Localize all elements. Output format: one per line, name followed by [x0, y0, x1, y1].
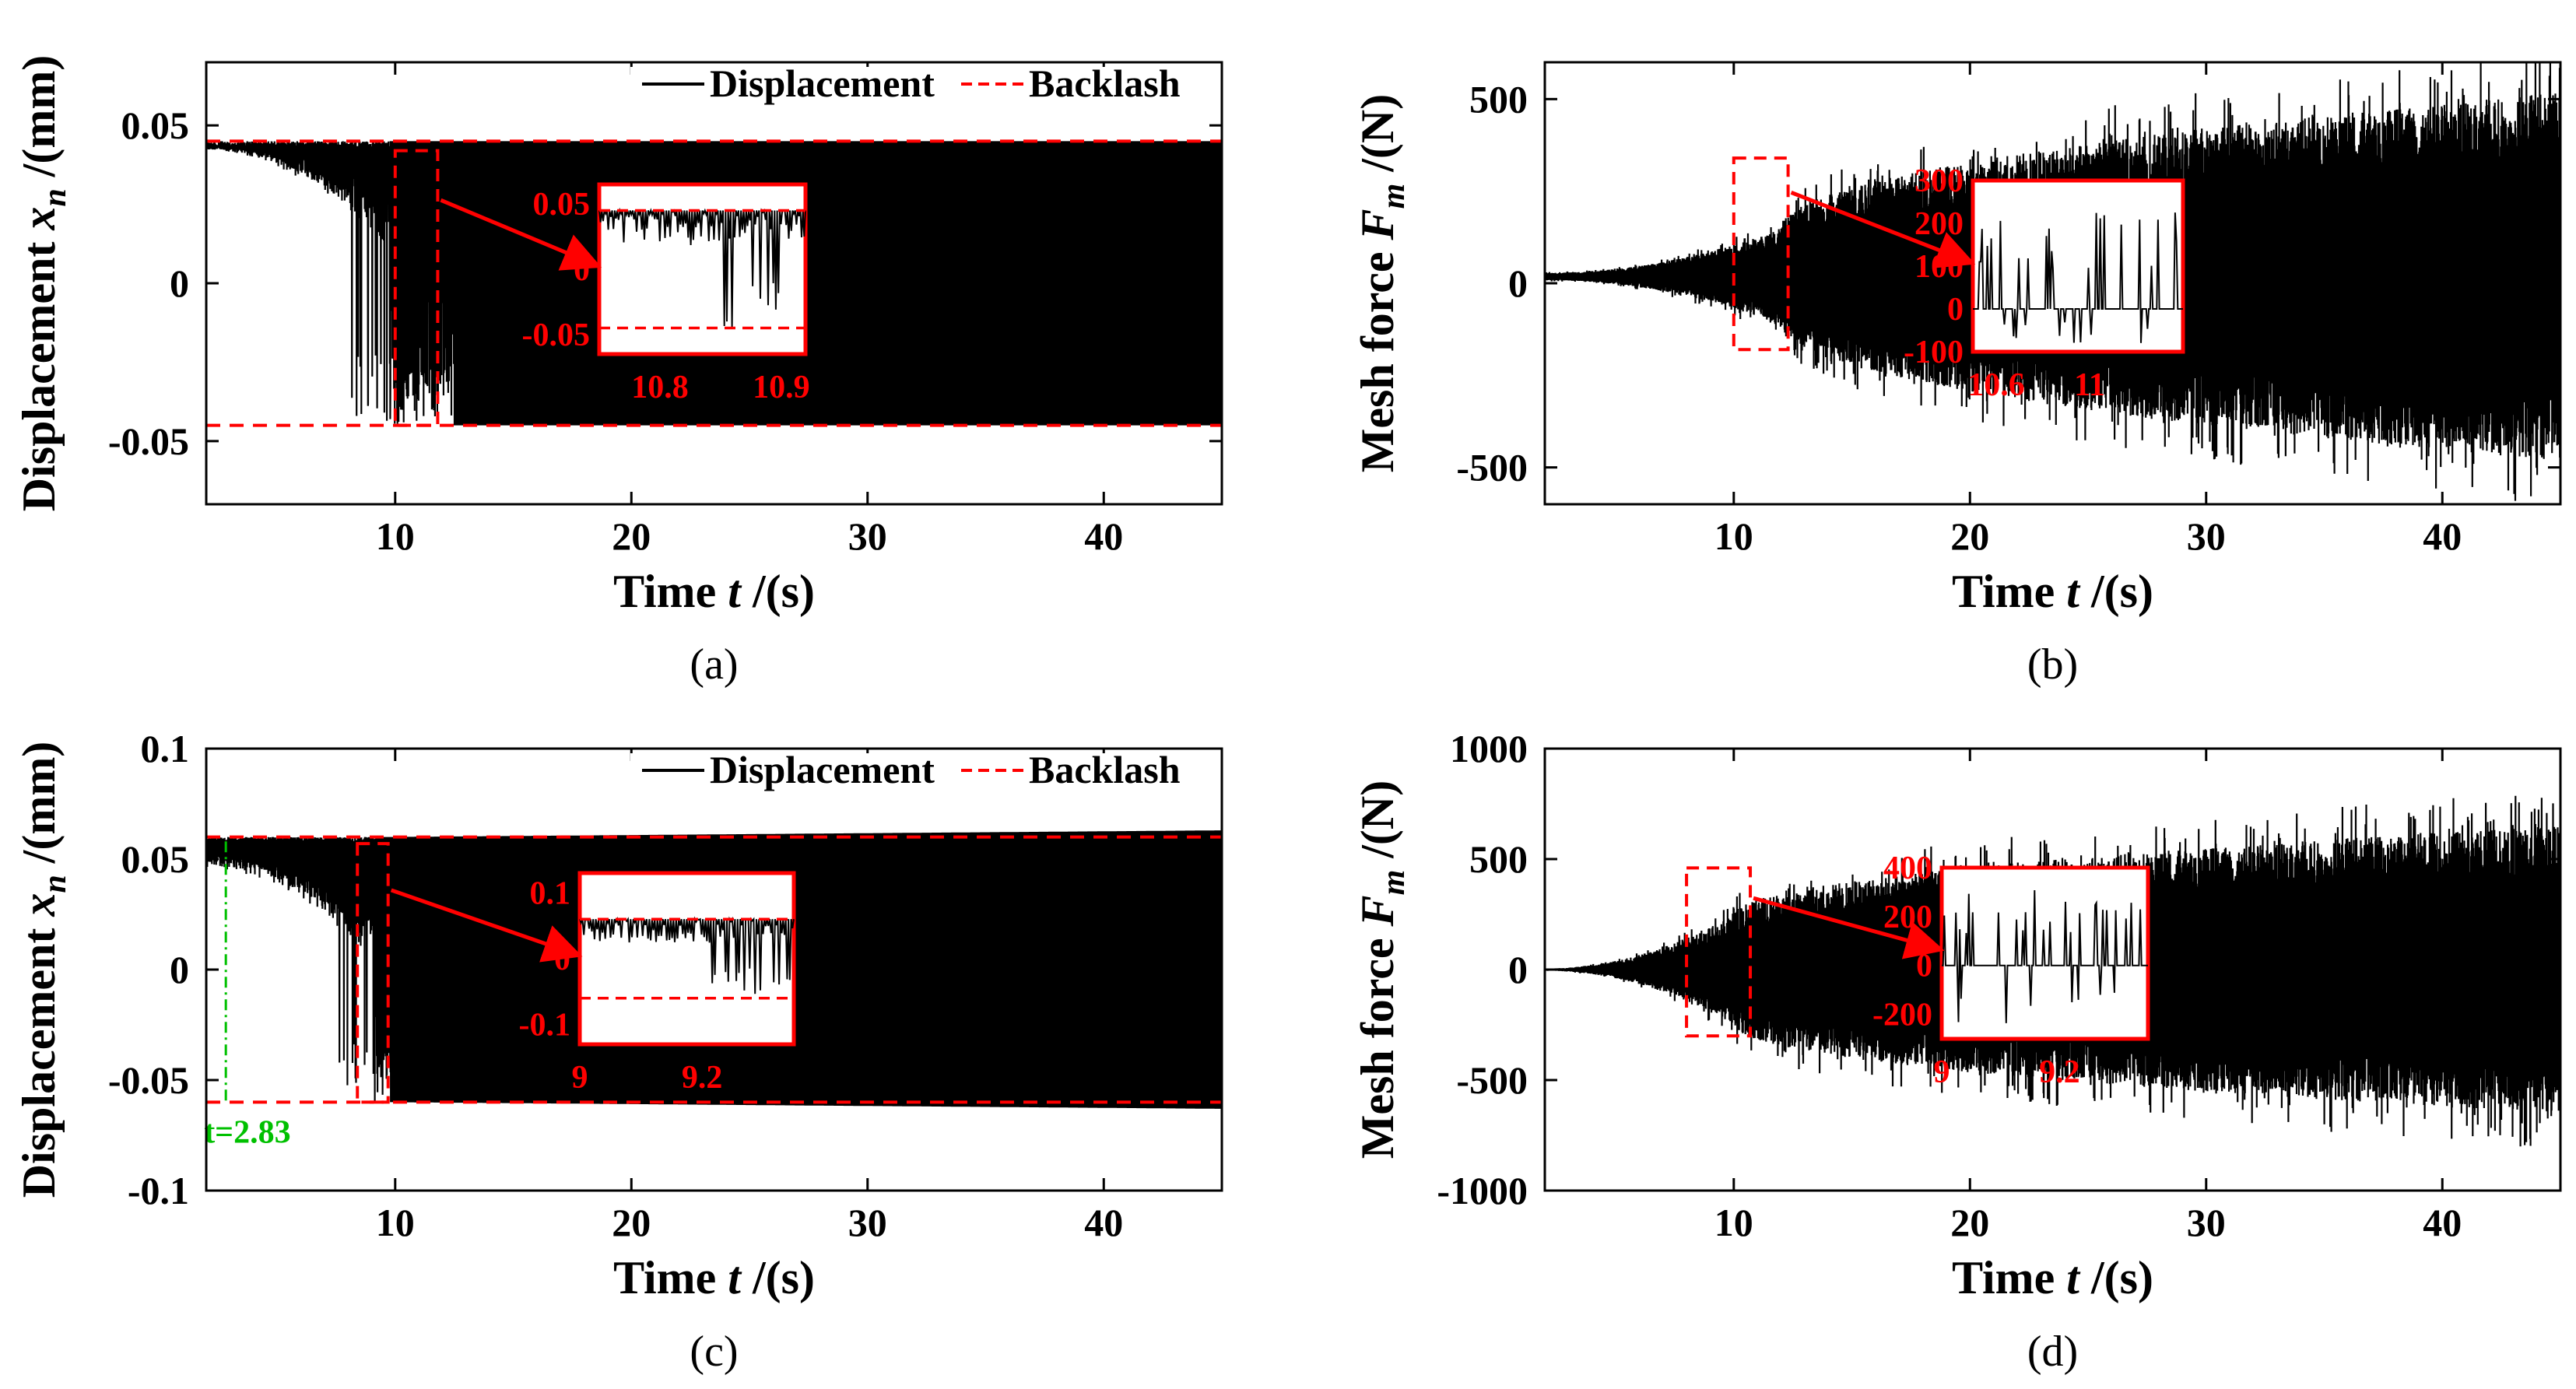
x-tick-label: 30: [2187, 514, 2226, 558]
inset-y-tick-label: 100: [1914, 249, 1964, 285]
legend-label-displacement: Displacement: [710, 748, 935, 791]
inset-y-tick-label: 200: [1883, 900, 1932, 935]
zoom-rectangle: [1685, 866, 1753, 1038]
marker-label: t=2.83: [204, 1114, 290, 1150]
legend-label-backlash: Backlash: [1029, 748, 1181, 791]
y-tick-label: -0.05: [108, 1058, 189, 1102]
x-tick-label: 40: [1084, 1201, 1123, 1244]
zoom-arrow: [1790, 191, 1976, 268]
data-area: [206, 139, 1222, 427]
y-tick-label: 0.05: [121, 837, 190, 881]
x-axis-label: Time t /(s): [613, 566, 815, 617]
y-tick-label: 500: [1469, 837, 1528, 881]
y-tick-label: 0.05: [121, 103, 190, 147]
inset: 9 9.2 -200 0 200 400: [1872, 851, 2150, 1090]
inset-y-tick-label: 200: [1914, 206, 1964, 242]
x-tick-label: 20: [612, 1201, 651, 1244]
x-tick-label: 10: [1714, 1201, 1753, 1244]
inset-y-tick-label: -0.1: [519, 1008, 571, 1044]
inset: 10.6 11 -100 0 100 200 300: [1904, 163, 2185, 403]
zoom-rectangle: [1732, 156, 1790, 352]
inset-y-tick-label: -100: [1904, 335, 1964, 370]
inset-series-line: [1942, 889, 2148, 1023]
inset-series-line: [1973, 212, 2183, 343]
inset-series-line: [598, 207, 806, 328]
inset-x-tick-label: 10.9: [753, 370, 810, 405]
inset-x-tick-label: 9.2: [682, 1060, 723, 1096]
inset-x-tick-label: 11: [2074, 367, 2105, 403]
y-tick-label: -500: [1456, 446, 1528, 489]
inset-y-tick-label: -0.05: [522, 317, 591, 353]
series-line-displacement: [206, 830, 1222, 1109]
inset-series-line: [579, 916, 795, 994]
inset-y-tick-label: 0: [1947, 292, 1964, 328]
panel-b: 10 20 30 40 -500 0 500 Time t /(s) Mesh force Fm…: [1352, 61, 2562, 689]
inset-y-tick-label: 0.05: [533, 187, 591, 223]
y-tick-label: -500: [1456, 1058, 1528, 1102]
inset-y-tick-label: 0.1: [530, 875, 571, 911]
inset-x-tick-label: 9: [572, 1060, 588, 1096]
y-axis-label: Displacement xn /(mm): [13, 55, 73, 512]
x-axis-label: Time t /(s): [1952, 566, 2153, 617]
y-tick-label: 0: [170, 261, 189, 305]
x-axis-label: Time t /(s): [1952, 1252, 2153, 1303]
legend-background: [630, 67, 1216, 115]
panel-d: 10 20 30 40 -1000 -500 0 500 1000 Time t /(s) Mesh…: [1352, 727, 2562, 1376]
x-tick-label: 20: [612, 514, 651, 558]
legend: Displacement Backlash: [630, 748, 1216, 801]
y-tick-label: -0.1: [128, 1169, 189, 1212]
inset-y-tick-label: 0: [1916, 949, 1932, 984]
x-tick-label: 10: [1714, 514, 1753, 558]
inset-x-tick-label: 9.2: [2039, 1054, 2080, 1090]
inset: 9 9.2-0.100.1: [519, 871, 796, 1096]
panel-caption: (d): [2027, 1328, 2078, 1376]
x-tick-label: 30: [2187, 1201, 2226, 1244]
inset-x-tick-label: 10.8: [631, 370, 689, 405]
x-tick-label: 20: [1950, 514, 1989, 558]
inset-y-tick-label: 400: [1883, 851, 1932, 886]
legend-label-displacement: Displacement: [710, 61, 935, 105]
inset-frame: [577, 871, 796, 1047]
inset-x-tick-label: 10.6: [1967, 367, 2025, 403]
inset-y-tick-label: 300: [1914, 163, 1964, 199]
zoom-rectangle: [393, 149, 440, 427]
x-axis-label: Time t /(s): [613, 1252, 815, 1303]
x-tick-label: 30: [848, 514, 887, 558]
panel-caption: (b): [2027, 640, 2078, 689]
inset-y-tick-label: -200: [1872, 998, 1932, 1033]
y-axis-label: Mesh force Fm /(N): [1352, 94, 1412, 472]
y-tick-label: 0: [1508, 948, 1528, 991]
zoom-arrow: [1753, 896, 1945, 959]
x-tick-label: 30: [848, 1201, 887, 1244]
y-tick-label: -0.05: [108, 419, 189, 463]
y-tick-label: 0.1: [141, 727, 190, 770]
y-tick-label: 0: [1508, 261, 1528, 305]
y-tick-label: 500: [1469, 77, 1528, 121]
series-line-displacement: [206, 141, 1222, 426]
y-tick-label: 0: [170, 948, 189, 991]
panel-a: 10 20 30 40 -0.05 0 0.05 Time t /(s) Displacemen…: [13, 55, 1223, 689]
zoom-arrow: [440, 198, 602, 271]
panel-caption: (c): [690, 1328, 738, 1376]
x-tick-label: 20: [1950, 1201, 1989, 1244]
y-tick-label: -1000: [1437, 1169, 1528, 1212]
inset-x-tick-label: 9: [1934, 1054, 1950, 1090]
y-tick-label: 1000: [1450, 727, 1528, 770]
legend: Displacement Backlash: [630, 61, 1216, 115]
x-tick-label: 40: [2423, 514, 2462, 558]
panel-c: t=2.83 10 20 30 40 -0.1 -0.05 0 0.05 0.1 Time t /(…: [13, 727, 1223, 1376]
x-tick-label: 10: [376, 514, 415, 558]
legend-background: [630, 753, 1216, 801]
data-area: [206, 830, 1222, 1109]
panel-caption: (a): [690, 640, 738, 689]
x-tick-label: 10: [376, 1201, 415, 1244]
y-axis-label: Displacement xn /(mm): [13, 742, 73, 1198]
zoom-rectangle: [356, 842, 390, 1104]
zoom-arrow: [390, 888, 583, 963]
x-tick-label: 40: [2423, 1201, 2462, 1244]
legend-label-backlash: Backlash: [1029, 61, 1181, 105]
x-tick-label: 40: [1084, 514, 1123, 558]
y-axis-label: Mesh force Fm /(N): [1352, 780, 1412, 1159]
